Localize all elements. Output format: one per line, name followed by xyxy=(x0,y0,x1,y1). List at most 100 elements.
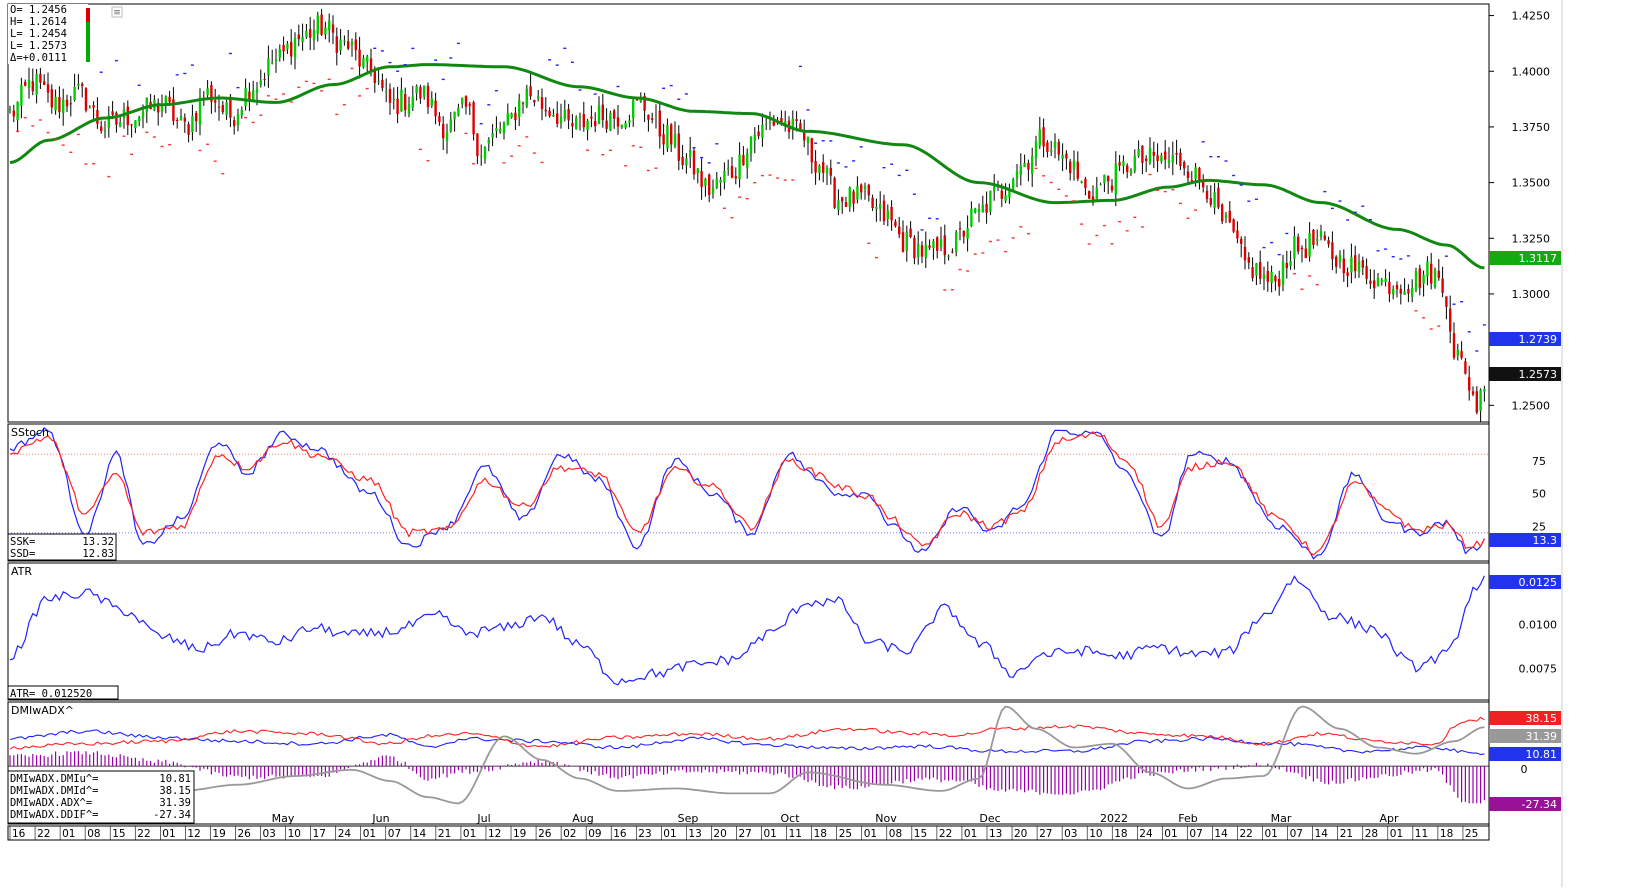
candle-body xyxy=(985,203,988,213)
candle-body xyxy=(39,73,42,83)
candle-body xyxy=(58,97,61,113)
candle-body xyxy=(191,115,194,133)
candle-body xyxy=(1300,247,1304,250)
candle-body xyxy=(692,150,696,175)
candle-body xyxy=(1274,276,1277,282)
time-day-label: 07 xyxy=(1290,828,1303,840)
axes: 1.4250 1.4000 1.3750 1.3500 1.3250 1.3000 1.25… xyxy=(1489,10,1557,675)
stoch-ssd-label: SSD= xyxy=(10,548,35,560)
ohlc-readout: O= 1.2456 H= 1.2614 L= 1.2454 L= 1.2573 … xyxy=(8,4,90,64)
candle-body xyxy=(917,244,920,257)
time-day-label: 16 xyxy=(613,828,627,840)
svg-text:1.3117: 1.3117 xyxy=(1519,252,1558,265)
time-day-label: 11 xyxy=(789,828,802,840)
candle-body xyxy=(594,121,597,127)
candle-body xyxy=(1008,190,1011,198)
candle-body xyxy=(1365,266,1368,279)
candle-body xyxy=(1395,285,1399,290)
candle-body xyxy=(772,121,775,126)
candle-body xyxy=(1430,263,1433,284)
candle-body xyxy=(993,186,996,192)
time-day-label: 27 xyxy=(1039,828,1052,840)
candle-body xyxy=(377,81,380,83)
candle-body xyxy=(1175,152,1178,155)
dmi-adx-value: 31.39 xyxy=(159,797,191,809)
candle-body xyxy=(1050,150,1053,152)
candle-body xyxy=(392,99,395,100)
candle-body xyxy=(1190,180,1193,181)
candle-body xyxy=(1084,178,1087,188)
time-day-label: 22 xyxy=(939,828,952,840)
candle-body xyxy=(81,83,84,87)
atr-line xyxy=(9,575,1485,686)
candle-body xyxy=(1289,261,1292,266)
candle-body xyxy=(305,30,308,38)
candle-body xyxy=(1126,165,1129,173)
stoch-readout: SSK= 13.32 SSD= 12.83 xyxy=(7,533,117,561)
candle-body xyxy=(286,43,289,50)
candle-body xyxy=(521,102,525,104)
candle-body xyxy=(16,101,19,121)
candle-body xyxy=(1205,190,1209,200)
time-day-label: 13 xyxy=(688,828,701,840)
atr-readout: ATR= 0.012520 xyxy=(7,685,119,700)
svg-text:-27.34: -27.34 xyxy=(1522,798,1557,811)
candle-body xyxy=(483,146,487,159)
candle-body xyxy=(1338,254,1342,263)
candle-body xyxy=(662,134,665,145)
time-day-label: 19 xyxy=(212,828,225,840)
candle-body xyxy=(240,110,243,116)
candle-body xyxy=(833,177,836,208)
candle-body xyxy=(1316,239,1319,241)
candle-body xyxy=(404,94,407,111)
candle-body xyxy=(962,230,965,237)
candle-body xyxy=(1354,255,1357,272)
candle-body xyxy=(1373,280,1376,289)
candle-body xyxy=(825,167,829,174)
candle-body xyxy=(1065,153,1068,159)
candle-body xyxy=(1243,246,1247,261)
candle-body xyxy=(875,206,878,210)
candle-body xyxy=(1441,278,1444,293)
candle-body xyxy=(499,128,502,133)
candle-body xyxy=(8,109,12,111)
candle-body xyxy=(472,102,475,135)
candle-body xyxy=(1133,155,1136,171)
candle-body xyxy=(529,86,532,97)
candle-body xyxy=(681,156,684,166)
candle-body xyxy=(696,168,699,174)
candle-body xyxy=(704,178,707,186)
candle-body xyxy=(727,167,730,170)
candle-body xyxy=(582,114,585,128)
dmi-zero-tick: 0 xyxy=(1521,763,1528,776)
candle-body xyxy=(806,136,810,143)
svg-text:13.3: 13.3 xyxy=(1533,534,1558,547)
price-tick-label: 1.3000 xyxy=(1512,288,1551,301)
candle-body xyxy=(324,27,327,35)
candle-body xyxy=(548,110,551,116)
candle-body xyxy=(1388,281,1391,295)
candle-body xyxy=(31,81,34,92)
candle-body xyxy=(620,124,623,128)
candle-body xyxy=(1012,179,1015,189)
dmi-title: DMIwADX^ xyxy=(11,704,74,717)
time-day-label: 20 xyxy=(1014,828,1027,840)
candle-body xyxy=(647,115,650,120)
candle-body xyxy=(195,112,198,122)
candle-body xyxy=(1167,160,1171,164)
atr-panel xyxy=(7,562,1490,701)
candle-body xyxy=(708,174,711,195)
candle-body xyxy=(780,118,783,123)
candle-body xyxy=(1019,165,1022,175)
candle-body xyxy=(590,116,593,119)
ohlc-high: H= 1.2614 xyxy=(10,16,67,28)
candle-body xyxy=(1038,129,1041,146)
candle-body xyxy=(69,103,72,105)
candle-body xyxy=(24,82,27,86)
panel-options-icon[interactable]: ≡ xyxy=(111,6,123,18)
candle-body xyxy=(1088,190,1091,199)
candle-body xyxy=(331,24,335,33)
window-scrollbar[interactable] xyxy=(1563,0,1643,887)
time-month-label: Apr xyxy=(1379,812,1399,825)
